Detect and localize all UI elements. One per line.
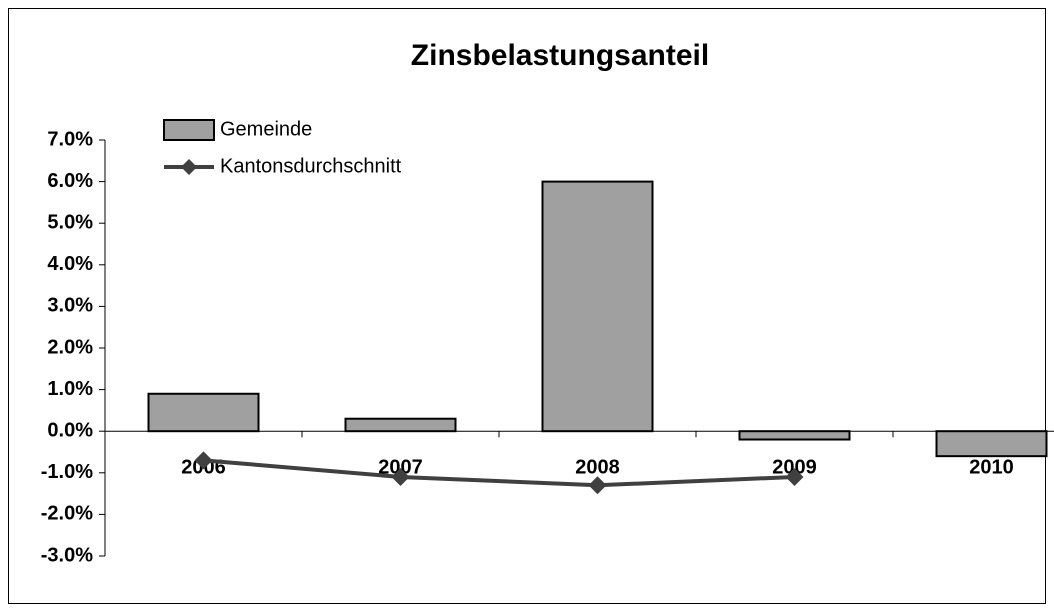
- bar: [147, 392, 260, 433]
- legend-swatch: [163, 119, 215, 141]
- y-tick-label: 0.0%: [47, 419, 93, 441]
- line-marker: [785, 467, 804, 486]
- legend-label: Kantonsdurchschnitt: [220, 155, 402, 177]
- bar: [738, 430, 851, 441]
- y-tick-label: -3.0%: [41, 544, 93, 566]
- x-tick-label: 2010: [969, 456, 1014, 478]
- bar: [541, 180, 654, 433]
- bar: [344, 417, 457, 433]
- chart-title: Zinsbelastungsanteil: [411, 39, 709, 72]
- chart-border: [8, 8, 1046, 604]
- x-tick-label: 2007: [378, 456, 423, 478]
- legend-label: Gemeinde: [220, 118, 312, 140]
- x-tick-label: 2008: [575, 456, 620, 478]
- y-tick-label: 7.0%: [47, 128, 93, 150]
- line-marker: [391, 467, 410, 486]
- y-tick-label: 6.0%: [47, 170, 93, 192]
- y-tick-label: 3.0%: [47, 295, 93, 317]
- y-tick-label: 2.0%: [47, 336, 93, 358]
- legend-marker: [181, 159, 197, 175]
- line-marker: [588, 476, 607, 495]
- line-marker: [194, 451, 213, 470]
- y-tick-label: -2.0%: [41, 503, 93, 525]
- y-tick-label: 4.0%: [47, 253, 93, 275]
- bar: [935, 430, 1048, 458]
- y-tick-label: -1.0%: [41, 461, 93, 483]
- x-tick-label: 2009: [772, 456, 817, 478]
- y-tick-label: 1.0%: [47, 378, 93, 400]
- line: [203, 458, 795, 488]
- y-tick-label: 5.0%: [47, 211, 93, 233]
